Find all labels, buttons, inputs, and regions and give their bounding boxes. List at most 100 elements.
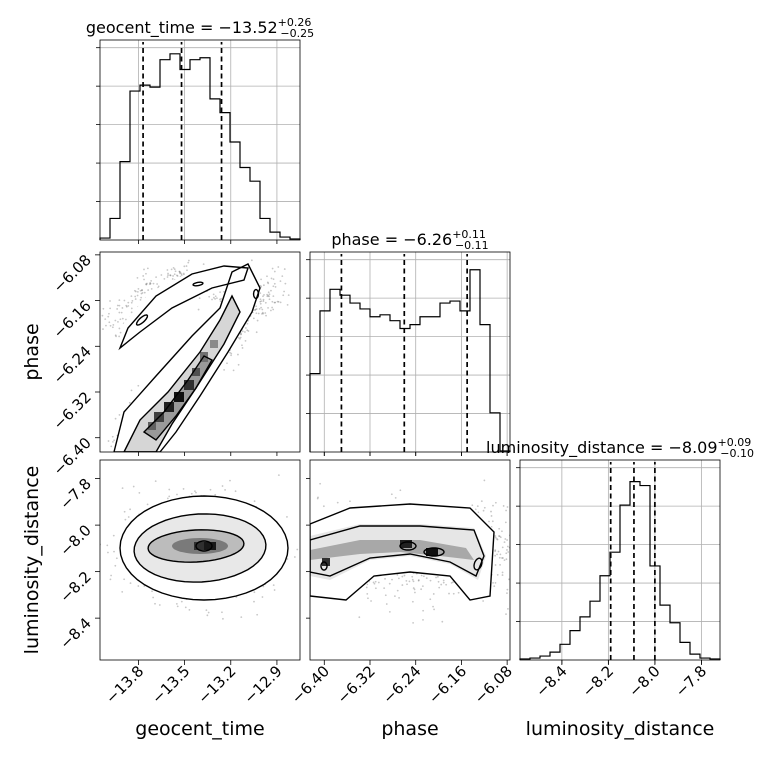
luminosity_distance-vs-phase-sample-point bbox=[383, 587, 386, 590]
luminosity_distance-vs-phase-sample-point bbox=[501, 557, 503, 559]
geocent_time-axis-tick-label: −13.2 bbox=[194, 662, 239, 707]
luminosity_distance-vs-phase-sample-point bbox=[505, 552, 508, 555]
phase-vs-geocent_time-sample-point bbox=[257, 312, 260, 315]
phase-vs-geocent_time-sample-point bbox=[139, 289, 142, 292]
phase-axis-tick-label: −6.32 bbox=[334, 662, 379, 707]
luminosity_distance-hist-frame bbox=[519, 459, 721, 661]
phase-vs-geocent_time-sample-point bbox=[94, 452, 96, 454]
phase-vs-geocent_time-sample-point bbox=[179, 272, 181, 275]
luminosity_distance-vs-phase-sample-point bbox=[504, 538, 507, 540]
luminosity_distance-vs-phase-sample-point bbox=[502, 557, 504, 559]
phase-vs-geocent_time-sample-point bbox=[116, 308, 119, 310]
luminosity_distance-vs-phase-sample-point bbox=[482, 509, 485, 512]
x-axis-label-geocent_time: geocent_time bbox=[135, 718, 264, 740]
luminosity_distance-vs-phase-sample-point bbox=[390, 493, 393, 496]
luminosity_distance-vs-phase-sample-point bbox=[432, 593, 435, 595]
phase-vs-geocent_time-sample-point bbox=[114, 417, 117, 420]
phase-vs-geocent_time-sample-point bbox=[246, 329, 249, 332]
luminosity_distance-vs-geocent_time-sample-point bbox=[221, 611, 223, 614]
luminosity_distance-vs-phase-sample-point bbox=[501, 530, 503, 533]
luminosity_distance-vs-phase-sample-point bbox=[422, 618, 424, 621]
luminosity_distance-vs-phase-sample-point bbox=[505, 613, 507, 616]
phase-vs-geocent_time-sample-point bbox=[112, 324, 115, 326]
phase-vs-geocent_time-sample-point bbox=[134, 298, 137, 300]
phase-vs-geocent_time-sample-point bbox=[125, 318, 127, 321]
luminosity_distance-vs-phase-frame bbox=[309, 459, 511, 661]
phase-vs-geocent_time-sample-point bbox=[118, 304, 121, 307]
luminosity_distance-vs-phase-sample-point bbox=[506, 588, 509, 591]
luminosity_distance-vs-phase-sample-point bbox=[488, 520, 490, 523]
phase-vs-geocent_time-sample-point bbox=[255, 305, 258, 308]
luminosity_distance-vs-phase-sample-point bbox=[499, 536, 502, 539]
luminosity_distance-vs-geocent_time-sample-point bbox=[194, 490, 196, 493]
phase-vs-geocent_time-sample-point bbox=[140, 292, 143, 295]
phase-vs-geocent_time-sample-point bbox=[118, 414, 121, 416]
luminosity_distance-vs-phase-sample-point bbox=[494, 554, 497, 557]
luminosity_distance-vs-phase-sample-point bbox=[388, 582, 391, 585]
phase-vs-geocent_time-sample-point bbox=[271, 306, 274, 309]
luminosity_distance-vs-phase-sample-point bbox=[483, 506, 486, 509]
phase-vs-geocent_time-sample-point bbox=[264, 301, 267, 304]
luminosity_distance-vs-phase-sample-point bbox=[490, 515, 493, 517]
luminosity_distance-vs-phase-sample-point bbox=[417, 579, 420, 582]
luminosity_distance-vs-phase-sample-point bbox=[373, 582, 376, 585]
phase-vs-geocent_time-sample-point bbox=[241, 344, 243, 347]
luminosity_distance-vs-geocent_time-sample-point bbox=[132, 485, 135, 488]
luminosity_distance-vs-geocent_time-sample-point bbox=[209, 488, 212, 491]
phase-vs-geocent_time-sample-point bbox=[279, 280, 282, 282]
phase-vs-geocent_time-sample-point bbox=[136, 294, 139, 297]
phase-vs-geocent_time-contour-line bbox=[118, 265, 249, 351]
luminosity_distance-vs-phase-sample-point bbox=[480, 500, 483, 503]
phase-vs-geocent_time-sample-point bbox=[232, 369, 235, 372]
luminosity_distance-vs-geocent_time-sample-point bbox=[137, 585, 140, 587]
phase-vs-geocent_time-sample-point bbox=[148, 283, 151, 286]
luminosity_distance-vs-geocent_time-sample-point bbox=[273, 589, 276, 591]
luminosity_distance-vs-phase-sample-point bbox=[501, 546, 504, 549]
phase-vs-geocent_time-sample-point bbox=[270, 289, 272, 292]
phase-vs-geocent_time-sample-point bbox=[116, 304, 119, 307]
phase-vs-geocent_time-sample-point bbox=[172, 275, 174, 277]
luminosity_distance-vs-phase-sample-point bbox=[422, 575, 425, 578]
luminosity_distance-vs-geocent_time-sample-point bbox=[253, 500, 256, 503]
phase-vs-geocent_time-sample-point bbox=[163, 277, 166, 280]
luminosity_distance-vs-geocent_time-sample-point bbox=[151, 590, 153, 593]
luminosity_distance-vs-phase-sample-point bbox=[336, 501, 339, 504]
luminosity_distance-vs-phase-sample-point bbox=[438, 586, 441, 589]
phase-axis-tick-label: −6.08 bbox=[471, 662, 516, 707]
phase-vs-geocent_time-sample-point bbox=[270, 277, 273, 280]
phase-vs-geocent_time-sample-point bbox=[137, 384, 140, 387]
phase-vs-geocent_time-sample-point bbox=[244, 339, 247, 342]
luminosity_distance-vs-phase-sample-point bbox=[372, 581, 375, 584]
luminosity_distance-vs-phase-sample-point bbox=[401, 575, 404, 578]
phase-vs-geocent_time-sample-point bbox=[107, 315, 110, 318]
phase-vs-geocent_time-sample-point bbox=[268, 298, 271, 301]
phase-vs-geocent_time-sample-point bbox=[140, 296, 143, 299]
phase-vs-geocent_time-sample-point bbox=[170, 268, 173, 271]
luminosity_distance-vs-phase-sample-point bbox=[374, 580, 377, 583]
luminosity_distance-vs-phase-sample-point bbox=[317, 496, 319, 499]
luminosity_distance-vs-phase-sample-point bbox=[412, 621, 414, 624]
luminosity_distance-vs-geocent_time-sample-point bbox=[296, 548, 299, 551]
phase-vs-geocent_time-sample-point bbox=[122, 453, 124, 455]
phase-vs-geocent_time-sample-point bbox=[186, 269, 188, 272]
phase-vs-geocent_time-sample-point bbox=[281, 275, 284, 278]
luminosity_distance-vs-phase-sample-point bbox=[504, 521, 507, 524]
phase-vs-geocent_time-sample-point bbox=[136, 290, 139, 293]
luminosity_distance-axis-tick-label: −7.8 bbox=[672, 662, 710, 700]
phase-vs-geocent_time-sample-point bbox=[120, 311, 123, 314]
luminosity_distance-vs-phase-sample-point bbox=[496, 553, 498, 556]
luminosity_distance-y-axis-tick-label: −8.2 bbox=[56, 568, 94, 606]
luminosity_distance-vs-phase-sample-point bbox=[421, 585, 424, 588]
phase-hist-frame bbox=[309, 251, 511, 453]
luminosity_distance-vs-phase-sample-point bbox=[503, 541, 506, 544]
luminosity_distance-vs-phase-sample-point bbox=[492, 504, 494, 507]
phase-vs-geocent_time-contour-line bbox=[123, 294, 241, 452]
phase-vs-geocent_time-sample-point bbox=[237, 336, 240, 339]
luminosity_distance-vs-phase-sample-point bbox=[499, 553, 502, 556]
phase-vs-geocent_time-sample-point bbox=[262, 312, 265, 315]
phase-vs-geocent_time-density-fill bbox=[120, 262, 248, 336]
phase-vs-geocent_time-sample-point bbox=[101, 314, 104, 317]
luminosity_distance-vs-geocent_time-sample-point bbox=[109, 578, 112, 581]
phase-vs-geocent_time-frame bbox=[99, 251, 301, 453]
phase-vs-geocent_time-sample-point bbox=[127, 301, 130, 304]
